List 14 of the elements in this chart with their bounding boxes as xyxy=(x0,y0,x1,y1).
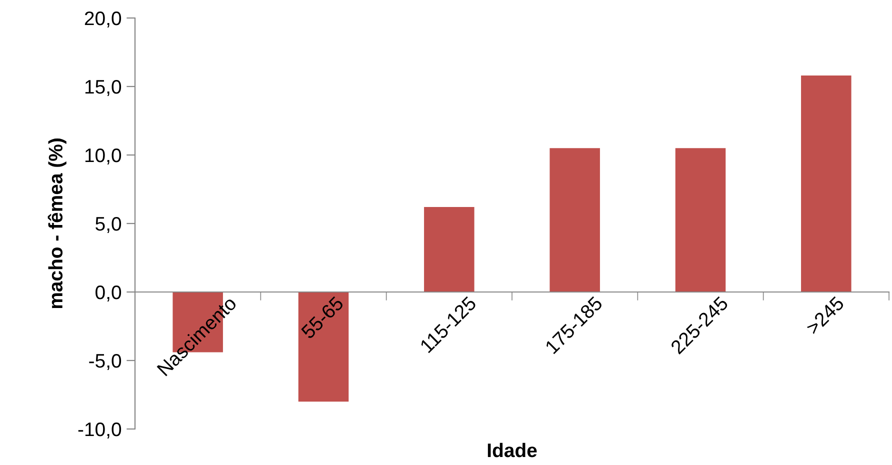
y-tick-label: 0,0 xyxy=(96,285,122,302)
y-tick-label: -10,0 xyxy=(78,422,122,439)
bar xyxy=(298,292,349,402)
y-axis-title: macho - fêmea (%) xyxy=(48,138,66,308)
y-tick-label: 20,0 xyxy=(84,11,122,28)
y-tick-label: 15,0 xyxy=(85,80,122,96)
y-tick-label: 5,0 xyxy=(96,216,122,234)
x-axis-title: Idade xyxy=(488,442,537,458)
bar xyxy=(675,148,726,292)
bar xyxy=(550,148,600,292)
bar xyxy=(801,76,852,292)
y-tick-label: -5,0 xyxy=(89,354,122,370)
y-tick-label: 10,0 xyxy=(85,148,122,165)
bar xyxy=(424,207,474,292)
